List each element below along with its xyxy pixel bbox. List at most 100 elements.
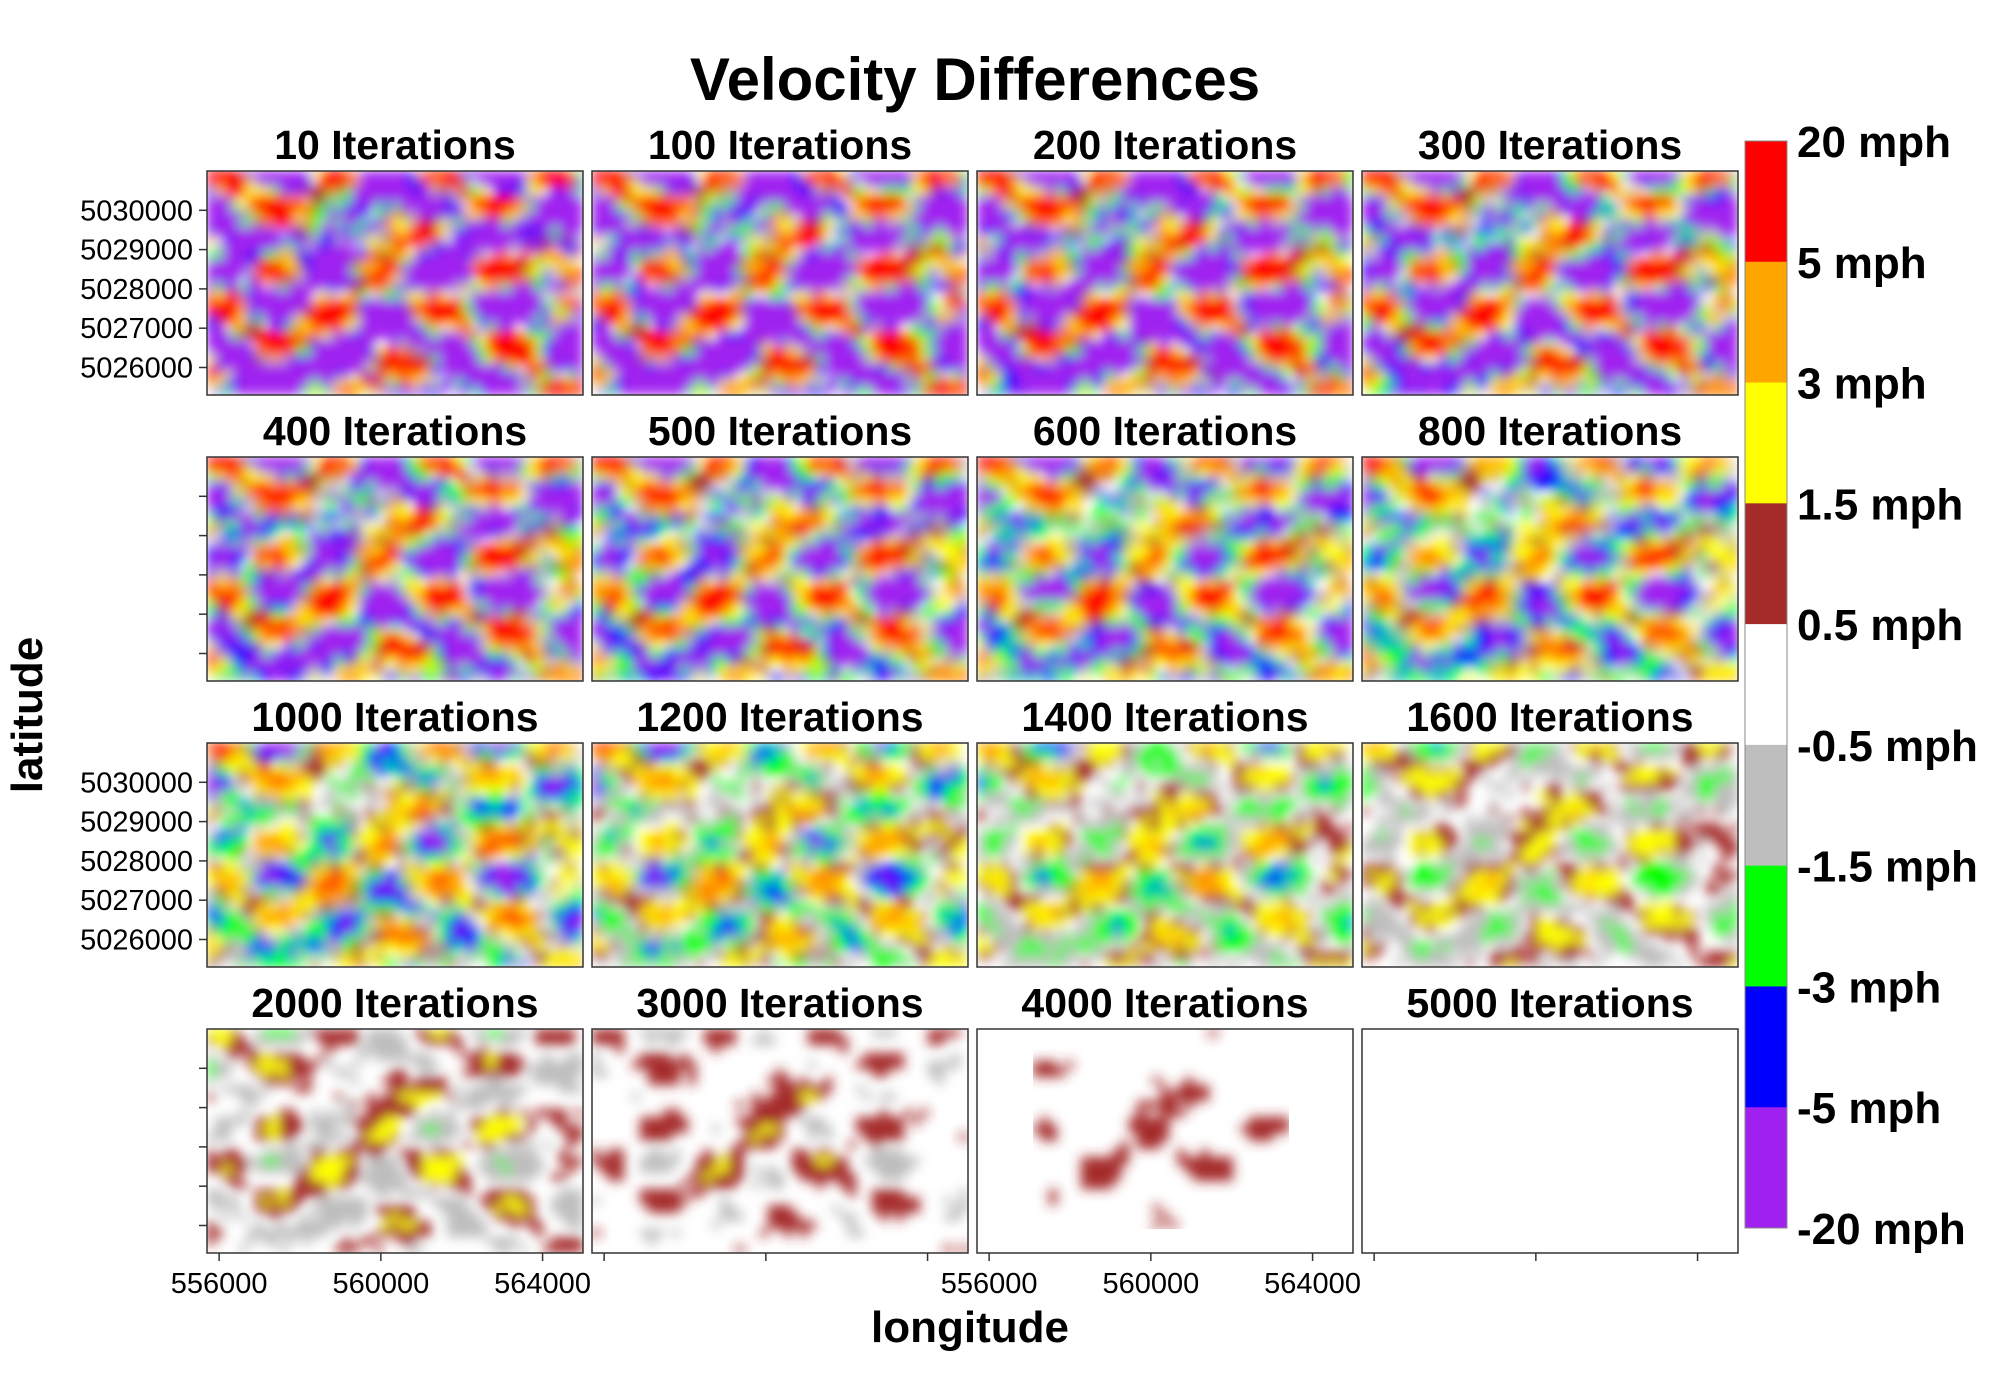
field-cell	[1137, 187, 1145, 195]
field-cell	[471, 243, 479, 251]
field-cell	[1386, 299, 1394, 307]
field-cell	[439, 379, 447, 387]
field-cell	[1634, 179, 1642, 187]
field-cell	[1033, 379, 1041, 387]
field-cell	[808, 251, 816, 259]
field-cell	[1434, 291, 1442, 299]
field-cell	[1105, 203, 1113, 211]
field-cell	[672, 243, 680, 251]
field-cell	[1690, 251, 1698, 259]
field-cell	[1626, 227, 1634, 235]
field-cell	[1378, 355, 1386, 363]
field-cell	[535, 195, 543, 203]
field-cell	[375, 211, 383, 219]
field-cell	[760, 211, 768, 219]
field-cell	[1345, 323, 1353, 331]
field-cell	[1169, 323, 1177, 331]
field-cell	[1714, 251, 1722, 259]
field-cell	[1642, 195, 1650, 203]
field-cell	[1073, 195, 1081, 203]
field-cell	[1217, 307, 1225, 315]
field-cell	[728, 339, 736, 347]
field-cell	[1217, 267, 1225, 275]
field-cell	[1730, 179, 1738, 187]
field-cell	[696, 355, 704, 363]
field-cell	[1185, 171, 1193, 179]
field-cell	[784, 187, 792, 195]
field-cell	[1145, 235, 1153, 243]
field-cell	[848, 227, 856, 235]
field-cell	[744, 355, 752, 363]
field-cell	[1313, 179, 1321, 187]
field-cell	[1169, 307, 1177, 315]
field-cell	[1362, 187, 1370, 195]
field-cell	[784, 267, 792, 275]
field-cell	[247, 387, 255, 395]
field-cell	[1273, 339, 1281, 347]
field-cell	[1113, 195, 1121, 203]
field-cell	[407, 347, 415, 355]
field-cell	[319, 235, 327, 243]
field-cell	[1442, 371, 1450, 379]
field-cell	[1161, 291, 1169, 299]
field-cell	[1714, 371, 1722, 379]
field-cell	[1017, 347, 1025, 355]
field-cell	[1313, 203, 1321, 211]
field-cell	[351, 283, 359, 291]
field-cell	[904, 187, 912, 195]
field-cell	[1209, 179, 1217, 187]
field-cell	[608, 347, 616, 355]
field-cell	[1121, 267, 1129, 275]
field-cell	[1690, 339, 1698, 347]
field-cell	[832, 323, 840, 331]
field-cell	[1281, 379, 1289, 387]
field-cell	[704, 323, 712, 331]
field-cell	[535, 243, 543, 251]
field-cell	[1001, 299, 1009, 307]
field-cell	[1057, 315, 1065, 323]
field-cell	[864, 339, 872, 347]
field-cell	[744, 227, 752, 235]
field-cell	[1057, 243, 1065, 251]
field-cell	[463, 387, 471, 395]
field-cell	[1722, 211, 1730, 219]
field-cell	[616, 211, 624, 219]
field-cell	[752, 267, 760, 275]
field-cell	[239, 219, 247, 227]
field-cell	[239, 203, 247, 211]
field-cell	[551, 355, 559, 363]
field-cell	[1305, 355, 1313, 363]
field-cell	[431, 179, 439, 187]
field-cell	[1418, 259, 1426, 267]
field-cell	[624, 387, 632, 395]
field-cell	[431, 235, 439, 243]
field-cell	[327, 227, 335, 235]
field-cell	[985, 187, 993, 195]
field-cell	[1201, 387, 1209, 395]
field-cell	[760, 283, 768, 291]
field-cell	[1289, 227, 1297, 235]
field-cell	[977, 371, 985, 379]
field-cell	[327, 355, 335, 363]
field-cell	[1129, 227, 1137, 235]
field-cell	[792, 203, 800, 211]
field-cell	[1241, 347, 1249, 355]
field-cell	[1281, 355, 1289, 363]
field-cell	[993, 243, 1001, 251]
field-cell	[239, 315, 247, 323]
field-cell	[1273, 179, 1281, 187]
field-cell	[1057, 339, 1065, 347]
field-cell	[888, 243, 896, 251]
field-cell	[1546, 235, 1554, 243]
field-cell	[960, 283, 968, 291]
field-cell	[1626, 347, 1634, 355]
field-cell	[1129, 371, 1137, 379]
field-cell	[1458, 195, 1466, 203]
field-cell	[399, 387, 407, 395]
field-cell	[640, 291, 648, 299]
field-cell	[1378, 267, 1386, 275]
field-cell	[1682, 227, 1690, 235]
field-cell	[1113, 331, 1121, 339]
field-cell	[680, 211, 688, 219]
field-cell	[479, 307, 487, 315]
